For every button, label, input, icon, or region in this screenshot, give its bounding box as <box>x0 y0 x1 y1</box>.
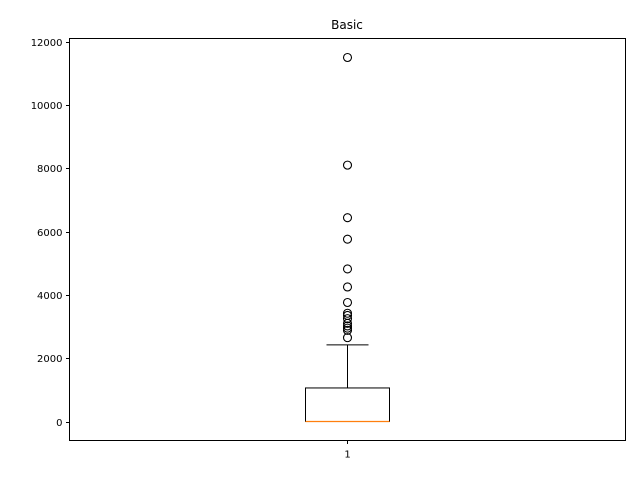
outlier-point <box>342 52 353 63</box>
chart-title: Basic <box>331 18 363 32</box>
outlier-point <box>342 314 353 324</box>
outlier-point <box>342 333 353 343</box>
y-tick-label: 6000 <box>37 228 62 239</box>
y-tick-label: 0 <box>56 418 62 429</box>
box-iqr <box>305 387 390 423</box>
plot-area <box>305 52 390 423</box>
y-tick-label: 2000 <box>37 354 62 365</box>
outlier-point <box>342 321 353 331</box>
y-tick-label: 10000 <box>31 101 63 112</box>
outlier-point <box>342 308 353 318</box>
outlier-point <box>342 325 353 335</box>
outlier-point <box>342 323 353 333</box>
outlier-point <box>342 264 353 274</box>
x-axis: 1 <box>344 440 351 461</box>
y-tick-label: 12000 <box>31 38 63 49</box>
outlier-point <box>342 160 353 170</box>
x-tick-label: 1 <box>344 450 350 461</box>
outlier-point <box>342 310 353 321</box>
outlier-point <box>342 282 353 292</box>
y-tick-label: 8000 <box>37 164 62 175</box>
outlier-point <box>342 297 353 308</box>
outlier-point <box>342 213 353 223</box>
y-axis: 0 2000 4000 6000 8000 10000 12000 <box>31 38 70 429</box>
y-tick-label: 4000 <box>37 291 62 302</box>
outlier-point <box>342 234 353 244</box>
